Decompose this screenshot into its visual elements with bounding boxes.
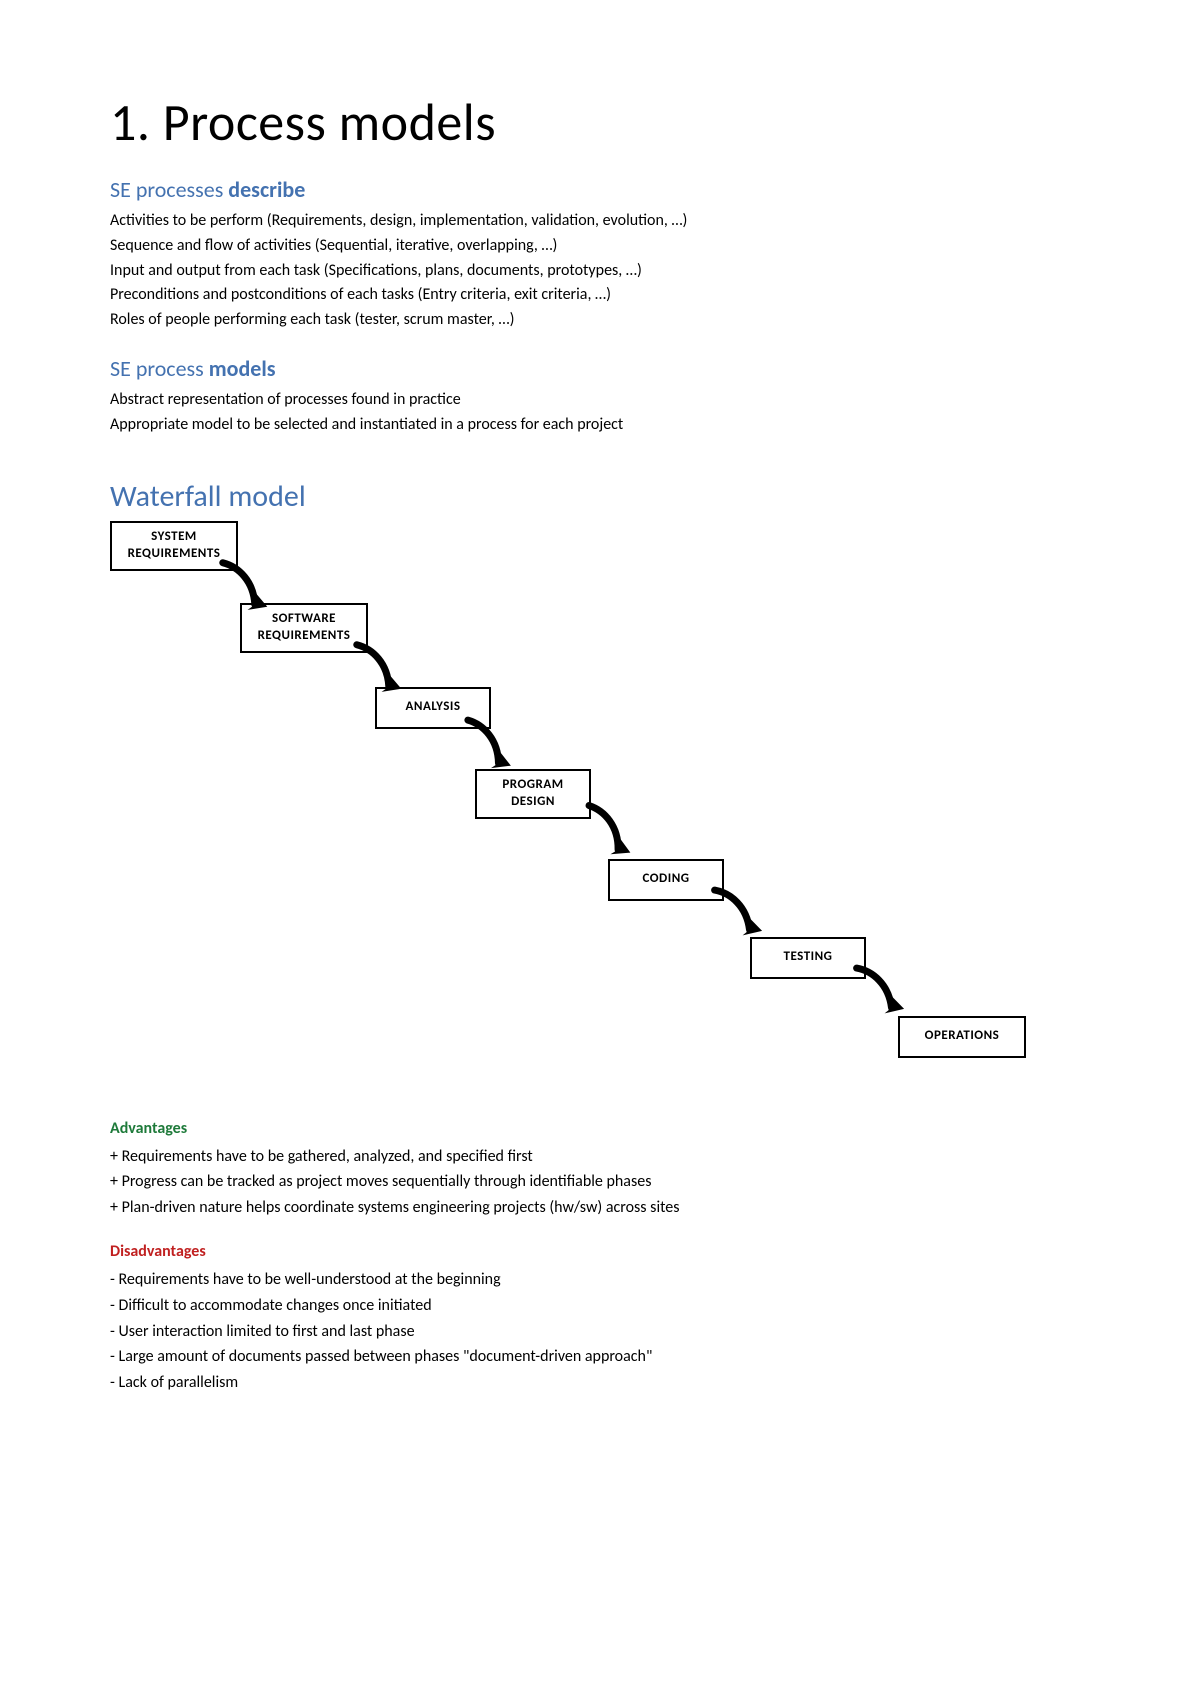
describe-line: Roles of people performing each task (te…	[110, 308, 1090, 333]
heading-bold: models	[209, 355, 276, 382]
advantage-item: + Plan-driven nature helps coordinate sy…	[110, 1195, 1090, 1221]
disadvantages-heading: Disadvantages	[110, 1242, 1090, 1261]
waterfall-stage-box: OPERATIONS	[898, 1016, 1026, 1058]
heading-prefix: SE processes	[110, 176, 228, 203]
section-heading-describe: SE processes describe	[110, 176, 1090, 203]
page-title: 1. Process models	[110, 90, 1090, 154]
disadvantage-item: - Requirements have to be well-understoo…	[110, 1267, 1090, 1293]
waterfall-heading: Waterfall model	[110, 478, 1090, 515]
advantage-item: + Requirements have to be gathered, anal…	[110, 1144, 1090, 1170]
models-line: Abstract representation of processes fou…	[110, 388, 1090, 413]
disadvantage-item: - Large amount of documents passed betwe…	[110, 1344, 1090, 1370]
advantages-list: + Requirements have to be gathered, anal…	[110, 1144, 1090, 1221]
waterfall-stage-box: TESTING	[750, 937, 866, 979]
describe-line: Input and output from each task (Specifi…	[110, 259, 1090, 284]
section-heading-models: SE process models	[110, 355, 1090, 382]
describe-line: Activities to be perform (Requirements, …	[110, 209, 1090, 234]
advantage-item: + Progress can be tracked as project mov…	[110, 1169, 1090, 1195]
waterfall-diagram: SYSTEMREQUIREMENTSSOFTWAREREQUIREMENTSAN…	[110, 521, 1070, 1091]
describe-line: Preconditions and postconditions of each…	[110, 283, 1090, 308]
advantages-heading: Advantages	[110, 1119, 1090, 1138]
models-lines: Abstract representation of processes fou…	[110, 388, 1090, 438]
describe-lines: Activities to be perform (Requirements, …	[110, 209, 1090, 333]
disadvantage-item: - User interaction limited to first and …	[110, 1319, 1090, 1345]
describe-line: Sequence and flow of activities (Sequent…	[110, 234, 1090, 259]
disadvantage-item: - Lack of parallelism	[110, 1370, 1090, 1396]
models-line: Appropriate model to be selected and ins…	[110, 413, 1090, 438]
disadvantages-list: - Requirements have to be well-understoo…	[110, 1267, 1090, 1395]
disadvantage-item: - Difficult to accommodate changes once …	[110, 1293, 1090, 1319]
heading-prefix: SE process	[110, 355, 209, 382]
heading-bold: describe	[228, 176, 305, 203]
